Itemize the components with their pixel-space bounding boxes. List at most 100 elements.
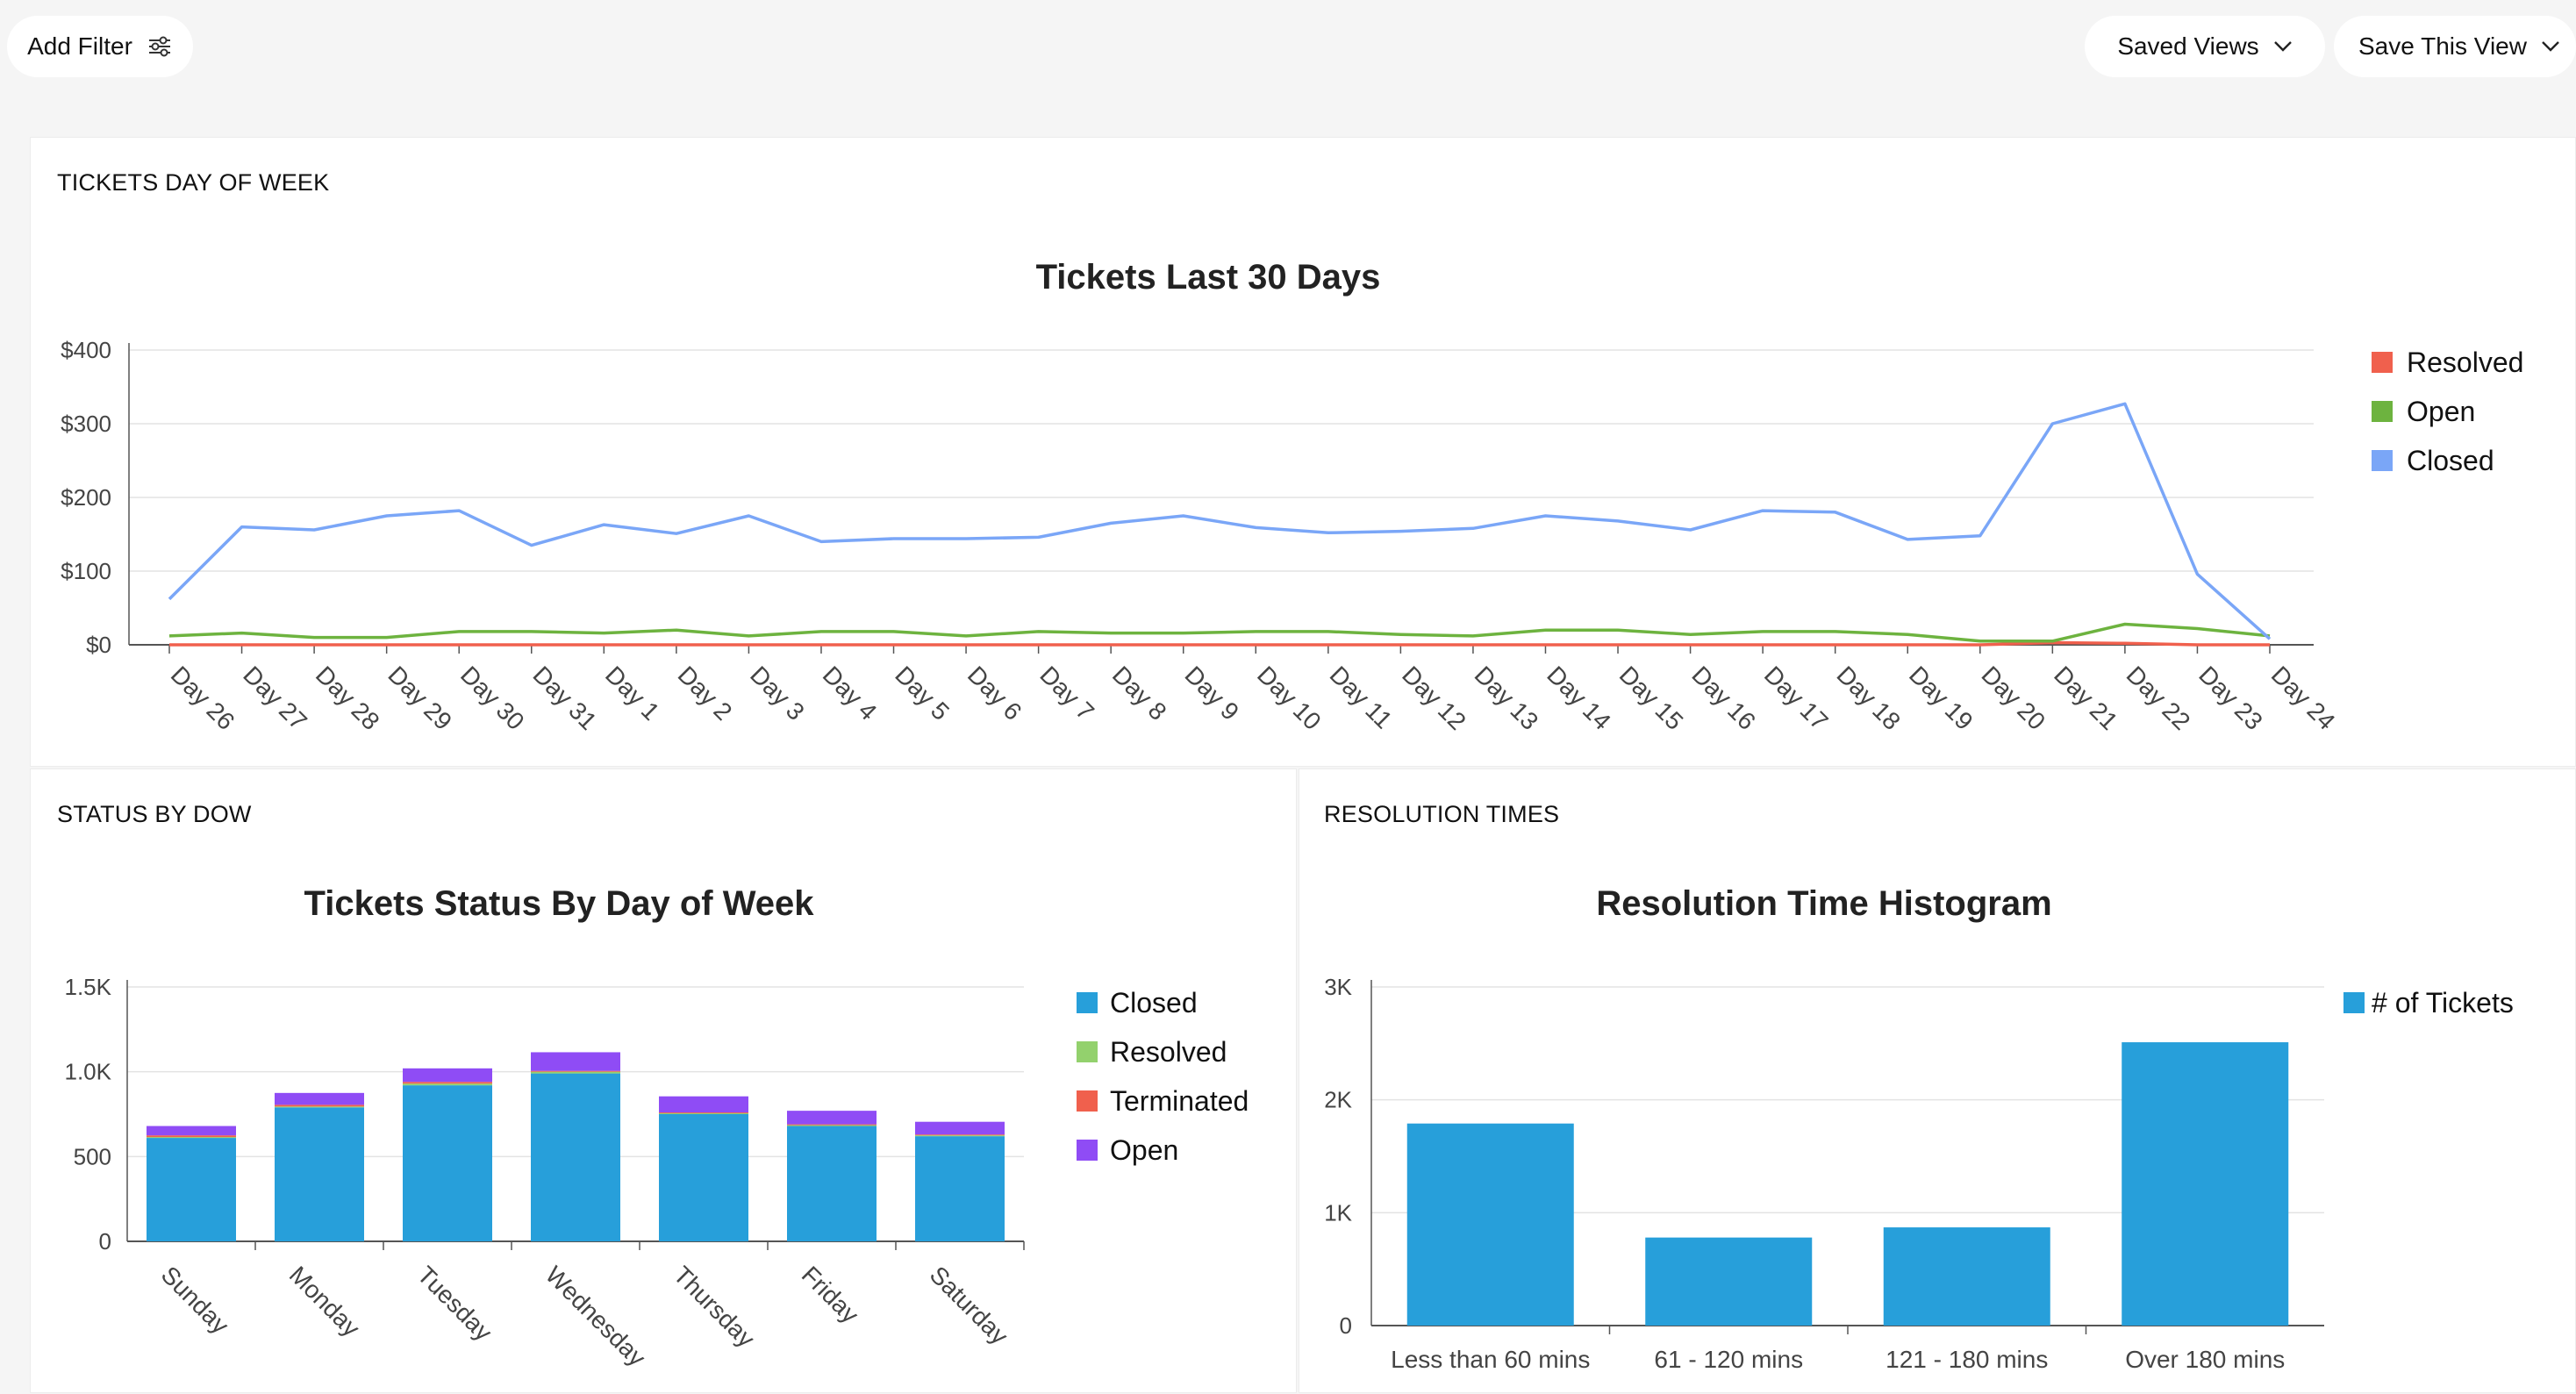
chart-title: Tickets Last 30 Days <box>1036 258 1381 297</box>
x-tick-label: Thursday <box>669 1261 760 1352</box>
x-tick-label: Day 6 <box>962 661 1027 726</box>
bar-tickets <box>2122 1042 2289 1326</box>
bar-closed <box>531 1073 620 1241</box>
x-tick-label: Day 1 <box>600 661 665 726</box>
legend-swatch-tickets <box>2343 992 2365 1013</box>
x-tick-label: Day 23 <box>2193 661 2268 735</box>
panel-title: STATUS BY DOW <box>57 801 252 827</box>
x-tick-label: Over 180 mins <box>2125 1346 2285 1373</box>
legend-label-terminated: Terminated <box>1110 1085 1249 1117</box>
bar-open <box>915 1121 1005 1135</box>
legend-label-resolved: Resolved <box>2407 347 2523 378</box>
resolution-time-histogram-chart: Resolution Time Histogram 0 1K 2K 3K Less tha… <box>1324 884 2514 1373</box>
x-tick-label: Day 24 <box>2266 661 2341 735</box>
bar-resolved <box>659 1113 748 1114</box>
bar-open <box>275 1092 364 1105</box>
x-tick-label: Tuesday <box>412 1261 497 1346</box>
legend-swatch-resolved <box>1077 1041 1098 1062</box>
saved-views-label: Saved Views <box>2117 32 2259 60</box>
x-tick-label: Day 15 <box>1614 661 1689 735</box>
x-tick-label: Day 18 <box>1831 661 1906 735</box>
legend-swatch-open <box>1077 1140 1098 1161</box>
y-tick-label: $400 <box>61 337 111 363</box>
bar-terminated <box>787 1124 877 1126</box>
add-filter-button[interactable]: Add Filter <box>7 16 193 77</box>
bar-tickets <box>1645 1237 1813 1326</box>
x-tick-label: Day 16 <box>1686 661 1761 735</box>
x-tick-label: Day 30 <box>455 661 530 735</box>
legend-label-closed: Closed <box>2407 445 2494 476</box>
bar-resolved <box>275 1106 364 1108</box>
y-tick-label: 1K <box>1324 1199 1352 1226</box>
legend-swatch-closed <box>2372 450 2393 471</box>
status-by-dow-panel: STATUS BY DOW Tickets Status By Day of W… <box>30 768 1297 1393</box>
bar-closed <box>915 1136 1005 1241</box>
chevron-down-icon <box>2273 40 2293 53</box>
y-tick-label: $0 <box>86 632 111 658</box>
bar-resolved <box>915 1135 1005 1137</box>
x-tick-label: Friday <box>797 1261 864 1328</box>
legend-swatch-open <box>2372 401 2393 422</box>
bar-closed <box>787 1126 877 1241</box>
x-tick-label: Less than 60 mins <box>1391 1346 1590 1373</box>
x-tick-label: Monday <box>284 1261 365 1341</box>
x-tick-label: Day 21 <box>2049 661 2123 735</box>
x-tick-label: Day 22 <box>2122 661 2196 735</box>
bar-terminated <box>659 1112 748 1114</box>
y-tick-label: $100 <box>61 558 111 584</box>
y-tick-label: 0 <box>99 1228 111 1255</box>
x-tick-label: Day 10 <box>1252 661 1327 735</box>
saved-views-dropdown[interactable]: Saved Views <box>2085 16 2325 77</box>
legend-swatch-resolved <box>2372 352 2393 373</box>
save-this-view-dropdown[interactable]: Save This View <box>2334 16 2576 77</box>
bar-tickets <box>1406 1123 1574 1326</box>
x-tick-label: Day 20 <box>1977 661 2051 735</box>
bar-terminated <box>531 1070 620 1072</box>
bar-tickets <box>1883 1227 2050 1326</box>
x-tick-label: 61 - 120 mins <box>1654 1346 1803 1373</box>
resolution-times-panel: RESOLUTION TIMES Resolution Time Histogr… <box>1299 768 2576 1393</box>
bar-closed <box>659 1114 748 1241</box>
y-tick-label: 500 <box>74 1143 111 1169</box>
y-tick-label: 2K <box>1324 1087 1352 1113</box>
bar-open <box>403 1068 492 1083</box>
chevron-down-icon <box>2541 40 2560 53</box>
bar-terminated <box>147 1135 236 1138</box>
x-tick-label: Sunday <box>156 1261 234 1339</box>
filter-sliders-icon <box>147 33 173 60</box>
x-tick-label: Day 5 <box>890 661 955 726</box>
tickets-last-30-days-chart: Tickets Last 30 Days $0 $100 $200 $300 $400 Da… <box>61 258 2523 735</box>
x-tick-label: Day 26 <box>166 661 240 735</box>
x-tick-label: Day 13 <box>1470 661 1544 735</box>
legend-label-open: Open <box>2407 396 2475 427</box>
x-tick-label: Wednesday <box>540 1261 651 1371</box>
x-tick-label: Day 8 <box>1107 661 1172 726</box>
bar-closed <box>275 1107 364 1241</box>
chart-title: Resolution Time Histogram <box>1596 884 2051 923</box>
save-this-view-label: Save This View <box>2358 32 2527 60</box>
x-tick-label: Day 27 <box>238 661 312 735</box>
bar-open <box>659 1096 748 1113</box>
bar-terminated <box>275 1104 364 1107</box>
toolbar: Add Filter Saved Views Save This View <box>0 0 2576 88</box>
x-tick-label: Day 4 <box>818 661 883 726</box>
bar-resolved <box>147 1137 236 1139</box>
bar-resolved <box>531 1071 620 1074</box>
bar-open <box>531 1052 620 1071</box>
series-line-open <box>168 622 2271 643</box>
y-tick-label: 3K <box>1324 974 1352 1000</box>
x-tick-label: Day 28 <box>311 661 385 735</box>
x-tick-label: Saturday <box>925 1261 1013 1349</box>
chart-title: Tickets Status By Day of Week <box>304 884 815 923</box>
add-filter-label: Add Filter <box>27 32 132 60</box>
legend-label-open: Open <box>1110 1134 1178 1166</box>
bar-closed <box>403 1085 492 1241</box>
panel-title: TICKETS DAY OF WEEK <box>57 169 330 196</box>
y-tick-label: 1.5K <box>65 974 112 1000</box>
bar-open <box>147 1126 236 1136</box>
legend-label-resolved: Resolved <box>1110 1036 1227 1068</box>
y-tick-label: $300 <box>61 411 111 437</box>
series-line-resolved <box>169 640 2270 647</box>
legend-swatch-terminated <box>1077 1090 1098 1112</box>
bar-resolved <box>403 1083 492 1086</box>
